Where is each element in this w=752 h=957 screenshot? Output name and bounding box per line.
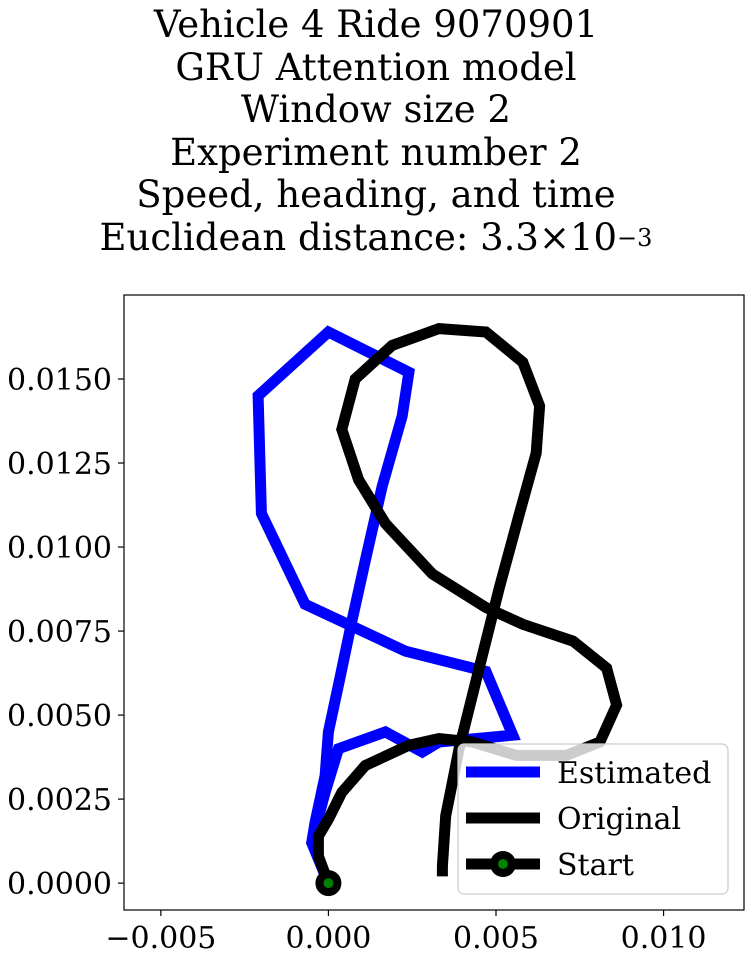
x-axis: −0.005 0.000 0.005 0.010 (105, 910, 707, 956)
x-tick-label: 0.000 (285, 921, 371, 956)
y-tick-label: 0.0100 (7, 531, 112, 566)
y-tick-label: 0.0125 (7, 447, 112, 482)
plot-lines (252, 323, 623, 886)
y-tick-label: 0.0025 (7, 783, 112, 818)
title-line-4: Experiment number 2 (170, 130, 582, 174)
x-tick-label: 0.005 (453, 921, 539, 956)
title-line-3: Window size 2 (241, 88, 511, 131)
series-line-estimated (252, 325, 521, 886)
x-tick-label: −0.005 (105, 921, 216, 956)
title-line-5: Speed, heading, and time (136, 173, 616, 216)
series-line-original (312, 323, 623, 886)
legend-label: Estimated (557, 756, 711, 791)
axes-frame (123, 294, 745, 911)
legend-box (457, 743, 729, 895)
y-tick-label: 0.0150 (7, 363, 112, 398)
title-line-6: Euclidean distance: 3.3×10−3 (0, 215, 752, 264)
chart-title: Vehicle 4 Ride 9070901 GRU Attention mod… (0, 3, 752, 264)
y-axis: 0.0000 0.0025 0.0050 0.0075 0.0100 0.0125 0.01… (7, 363, 124, 902)
title-line-6-text: Euclidean distance: 3.3×10 (99, 215, 618, 259)
y-tick-label: 0.0000 (7, 867, 112, 902)
title-exponent: −3 (617, 223, 653, 252)
x-tick-label: 0.010 (621, 921, 707, 956)
start-marker-center (323, 878, 334, 889)
y-tick-label: 0.0050 (7, 699, 112, 734)
title-line-1: Vehicle 4 Ride 9070901 (153, 3, 599, 46)
legend-start-marker-center (498, 859, 508, 869)
start-marker-layer (315, 870, 342, 897)
legend-label: Start (557, 848, 634, 883)
y-tick-label: 0.0075 (7, 615, 112, 650)
title-line-2: GRU Attention model (175, 45, 577, 89)
legend: Estimated Original Start (457, 743, 729, 895)
legend-label: Original (557, 802, 681, 837)
